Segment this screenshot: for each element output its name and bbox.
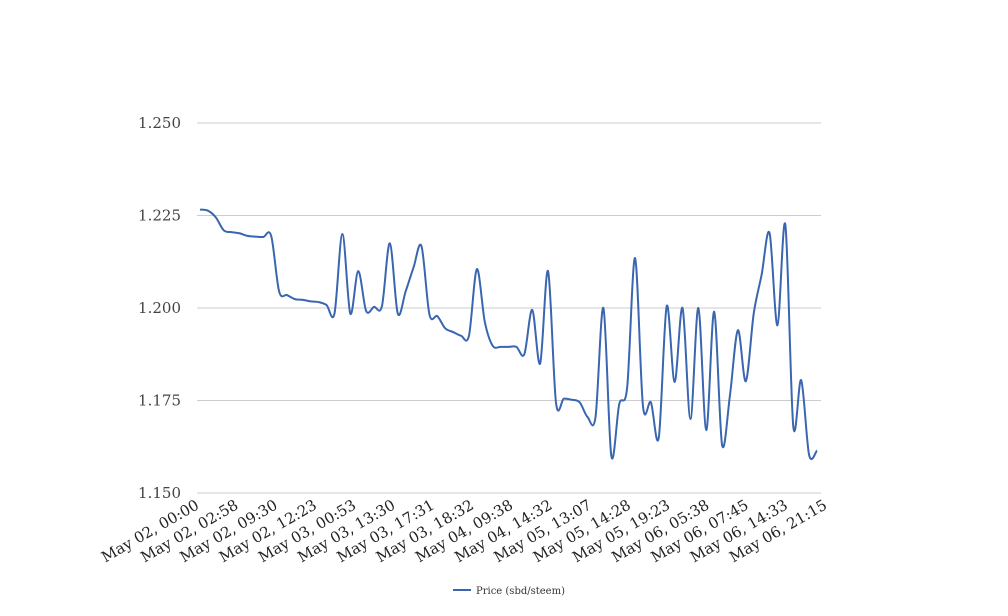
y-tick-label: 1.150	[138, 484, 181, 502]
y-tick-label: 1.225	[138, 207, 181, 225]
y-axis: 1.150 1.175 1.200 1.225 1.250	[138, 114, 181, 502]
gridlines	[197, 122, 821, 494]
legend: Price (sbd/steem)	[453, 586, 565, 597]
y-tick-label: 1.200	[138, 299, 181, 317]
y-tick-label: 1.175	[138, 392, 181, 410]
series-layer	[199, 208, 818, 461]
y-tick-label: 1.250	[138, 114, 181, 132]
series-line-price	[199, 208, 818, 461]
legend-label: Price (sbd/steem)	[476, 586, 565, 597]
